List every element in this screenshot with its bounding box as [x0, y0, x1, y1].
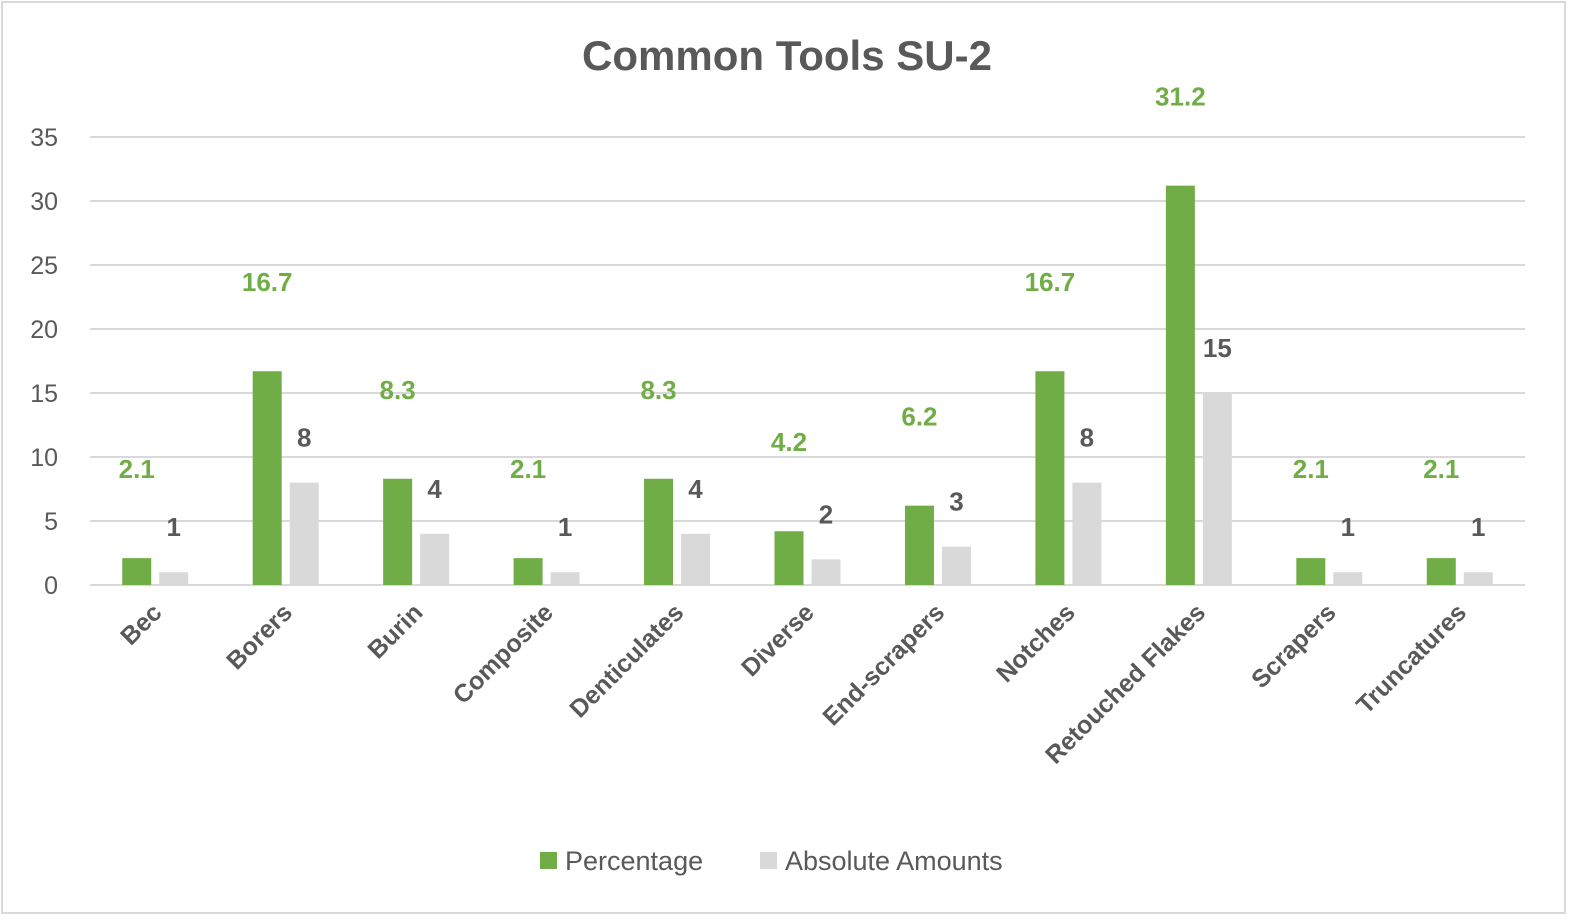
x-category-label: Bec — [115, 598, 167, 650]
bar-absolute-scrapers — [1333, 572, 1363, 585]
data-label: 6.2 — [901, 402, 937, 432]
bar-percentage-burin — [383, 478, 413, 585]
legend-label: Absolute Amounts — [785, 846, 1003, 876]
x-category-label: Denticulates — [564, 598, 689, 723]
data-label: 3 — [949, 487, 963, 517]
bar-absolute-notches — [1072, 482, 1102, 585]
x-category-label: Notches — [991, 598, 1081, 688]
data-label: 8 — [297, 423, 311, 453]
bar-absolute-retouched-flakes — [1202, 393, 1232, 585]
bar-absolute-truncatures — [1463, 572, 1493, 585]
data-label: 4 — [688, 474, 703, 504]
y-tick-label: 15 — [30, 380, 58, 408]
data-label: 2 — [819, 499, 833, 529]
data-label: 15 — [1203, 333, 1232, 363]
data-label: 16.7 — [1025, 267, 1076, 297]
y-tick-label: 35 — [30, 124, 58, 152]
y-tick-label: 0 — [44, 572, 58, 600]
bar-absolute-diverse — [811, 559, 841, 585]
chart-title: Common Tools SU-2 — [582, 32, 992, 79]
legend-label: Percentage — [565, 846, 703, 876]
bar-percentage-composite — [513, 558, 543, 585]
bar-percentage-notches — [1035, 371, 1065, 585]
bar-percentage-retouched-flakes — [1165, 185, 1195, 585]
data-label: 8.3 — [380, 375, 416, 405]
bar-absolute-bec — [159, 572, 189, 585]
bar-absolute-composite — [550, 572, 580, 585]
y-tick-label: 10 — [30, 444, 58, 472]
y-tick-label: 5 — [44, 508, 58, 536]
data-label: 1 — [1471, 512, 1485, 542]
x-category-label: Diverse — [736, 598, 820, 682]
y-tick-label: 20 — [30, 316, 58, 344]
x-category-label: Composite — [448, 598, 559, 709]
bar-percentage-borers — [252, 371, 282, 585]
bar-percentage-denticulates — [644, 478, 674, 585]
data-label: 2.1 — [510, 454, 546, 484]
data-label: 4 — [427, 474, 442, 504]
y-tick-label: 25 — [30, 252, 58, 280]
x-category-label: Borers — [221, 598, 298, 675]
legend-swatch — [540, 852, 557, 869]
x-category-label: End-scrapers — [817, 598, 950, 731]
y-tick-label: 30 — [30, 188, 58, 216]
data-label: 2.1 — [119, 454, 155, 484]
data-label: 2.1 — [1293, 454, 1329, 484]
bar-percentage-diverse — [774, 531, 804, 585]
data-label: 8.3 — [640, 375, 676, 405]
bar-absolute-end-scrapers — [941, 546, 971, 585]
data-label: 1 — [1341, 512, 1355, 542]
bar-percentage-truncatures — [1426, 558, 1456, 585]
data-label: 1 — [166, 512, 180, 542]
bar-absolute-denticulates — [681, 533, 711, 585]
bar-absolute-burin — [420, 533, 450, 585]
data-label: 16.7 — [242, 267, 293, 297]
x-category-label: Truncatures — [1351, 598, 1472, 719]
data-label: 4.2 — [771, 427, 807, 457]
x-category-label: Burin — [362, 598, 428, 664]
x-category-label: Scrapers — [1246, 598, 1341, 693]
data-label: 1 — [558, 512, 572, 542]
data-label: 31.2 — [1155, 82, 1206, 112]
bar-percentage-bec — [122, 558, 152, 585]
bar-absolute-borers — [289, 482, 319, 585]
bar-percentage-scrapers — [1296, 558, 1326, 585]
data-label: 2.1 — [1423, 454, 1459, 484]
bar-percentage-end-scrapers — [904, 505, 934, 585]
legend-swatch — [760, 852, 777, 869]
data-label: 8 — [1080, 423, 1094, 453]
